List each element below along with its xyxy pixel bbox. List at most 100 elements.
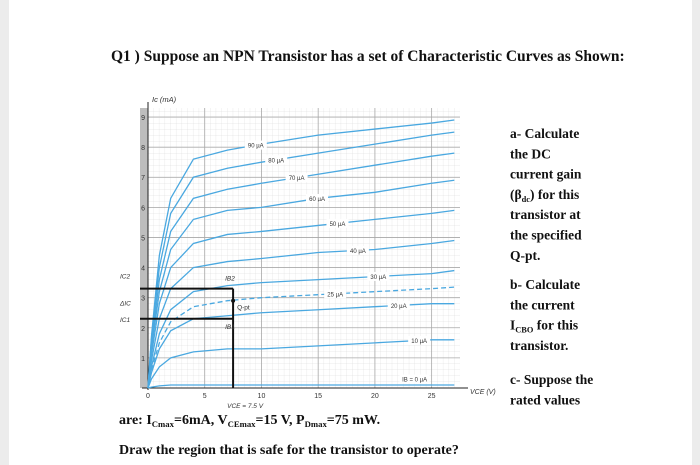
subscript: CEmax bbox=[228, 419, 257, 429]
curve-label-box bbox=[399, 374, 430, 384]
side-line: b- Calculate bbox=[510, 277, 580, 292]
x-axis-label: VCE (V) bbox=[470, 389, 496, 396]
curve bbox=[147, 239, 455, 389]
curve bbox=[147, 384, 455, 389]
text-segment: current gain bbox=[510, 167, 582, 182]
text-segment: Draw the region that is safe for the tra… bbox=[119, 443, 459, 458]
text-segment: I bbox=[510, 318, 515, 333]
y-tick-label: 7 bbox=[141, 175, 145, 182]
subscript: CBO bbox=[515, 326, 534, 335]
x-tick-label: 5 bbox=[203, 393, 207, 400]
curve bbox=[147, 209, 455, 389]
side-line: the current bbox=[510, 297, 575, 312]
curve-label: 80 µA bbox=[268, 158, 284, 164]
y-axis-label: Ic (mA) bbox=[152, 95, 177, 104]
x-tick-label: 10 bbox=[258, 393, 266, 400]
delta-ic-label: ΔIC bbox=[119, 301, 131, 308]
y-tick-label: 1 bbox=[141, 356, 145, 363]
curve-label-box bbox=[326, 218, 349, 228]
q-point-label: Q-pt bbox=[237, 305, 250, 312]
curve-label-box bbox=[244, 140, 267, 150]
bottom-line: are: ICmax=6mA, VCEmax=15 V, PDmax=75 mW… bbox=[119, 413, 380, 429]
curve-label: 20 µA bbox=[391, 304, 407, 310]
text-segment: Q-pt. bbox=[510, 248, 540, 263]
side-line: the specified bbox=[510, 228, 582, 243]
left-margin bbox=[0, 0, 9, 465]
y-tick-label: 4 bbox=[141, 266, 145, 273]
curve bbox=[147, 179, 455, 389]
curve-label: 90 µA bbox=[248, 144, 264, 150]
curve-label-box bbox=[324, 289, 347, 299]
curve-label-box bbox=[346, 245, 369, 255]
subscript: Cmax bbox=[152, 419, 175, 429]
text-segment: for this bbox=[533, 318, 578, 333]
curve bbox=[147, 269, 455, 389]
text-segment: a- Calculate bbox=[510, 126, 579, 141]
text-segment: c- Suppose the bbox=[510, 372, 593, 387]
shaded-strip bbox=[140, 108, 148, 388]
curve bbox=[147, 339, 455, 389]
curve-label-box bbox=[306, 194, 329, 204]
text-segment: the specified bbox=[510, 228, 582, 243]
y-tick-label: 2 bbox=[141, 326, 145, 333]
curve-label-box bbox=[387, 300, 410, 310]
side-line: Q-pt. bbox=[510, 248, 540, 263]
right-margin bbox=[692, 0, 700, 465]
text-segment: =15 V, P bbox=[256, 413, 306, 428]
y-tick-label: 5 bbox=[141, 235, 145, 242]
curve bbox=[147, 152, 455, 389]
side-line: ICBO for this bbox=[510, 318, 578, 335]
bottom-text: are: ICmax=6mA, VCEmax=15 V, PDmax=75 mW… bbox=[119, 413, 459, 458]
text-segment: =6mA, V bbox=[174, 413, 228, 428]
curve-label-box bbox=[285, 173, 308, 183]
side-line: transistor at bbox=[510, 207, 581, 222]
curve-label: 10 µA bbox=[411, 339, 427, 345]
side-line: transistor. bbox=[510, 338, 568, 353]
curve-label: IB = 0 µA bbox=[402, 377, 427, 383]
figure: 1 2 3 4 5 6 7 8 9 0 5 10 15 20 25 Ic (mA) VCE (V) 90 µA 80… bbox=[119, 95, 496, 410]
text-segment: =75 mW. bbox=[327, 413, 380, 428]
y-tick-label: 3 bbox=[141, 296, 145, 303]
text-segment: rated values bbox=[510, 392, 580, 407]
x-tick-label: 20 bbox=[371, 393, 379, 400]
ic-high-label: IC2 bbox=[120, 274, 131, 281]
side-line: c- Suppose the bbox=[510, 372, 593, 387]
curve bbox=[150, 286, 455, 371]
vce-q-label: VCE = 7.5 V bbox=[227, 403, 264, 410]
curve-label: 70 µA bbox=[289, 176, 305, 182]
curve-label: 40 µA bbox=[350, 249, 366, 255]
text-segment: ) for this bbox=[530, 187, 579, 202]
curve-label: 30 µA bbox=[370, 275, 386, 281]
text-segment: transistor at bbox=[510, 207, 581, 222]
subscript: Dmax bbox=[305, 419, 328, 429]
curve-label: 60 µA bbox=[309, 197, 325, 203]
x-tick-label: 0 bbox=[146, 393, 150, 400]
text-segment: the current bbox=[510, 297, 575, 312]
text-segment: transistor. bbox=[510, 338, 568, 353]
subscript: dc bbox=[522, 195, 531, 204]
side-line: a- Calculate bbox=[510, 126, 579, 141]
text-segment: (β bbox=[510, 187, 522, 202]
curve-label: 50 µA bbox=[330, 222, 346, 228]
x-tick-label: 15 bbox=[314, 393, 322, 400]
ic-low-label: IC1 bbox=[120, 317, 131, 324]
curve-label-box bbox=[265, 155, 288, 165]
question-title: Q1 ) Suppose an NPN Transistor has a set… bbox=[111, 48, 625, 65]
side-line: rated values bbox=[510, 392, 580, 407]
y-tick-label: 8 bbox=[141, 145, 145, 152]
text-segment: are: I bbox=[119, 413, 152, 428]
curve bbox=[147, 131, 455, 389]
ib-high-label: IB2 bbox=[225, 276, 235, 283]
y-tick-label: 6 bbox=[141, 205, 145, 212]
side-line: current gain bbox=[510, 167, 582, 182]
x-tick-label: 25 bbox=[428, 393, 436, 400]
side-questions: a- Calculate the DC current gain (βdc) for … bbox=[510, 126, 593, 407]
curve-label-box bbox=[408, 335, 431, 345]
bottom-line: Draw the region that is safe for the tra… bbox=[119, 443, 459, 458]
q-point bbox=[231, 298, 236, 303]
text-segment: the DC bbox=[510, 146, 551, 161]
curve-label-box bbox=[367, 271, 390, 281]
curve bbox=[147, 119, 455, 389]
ib-low-label: IB1 bbox=[225, 324, 235, 331]
